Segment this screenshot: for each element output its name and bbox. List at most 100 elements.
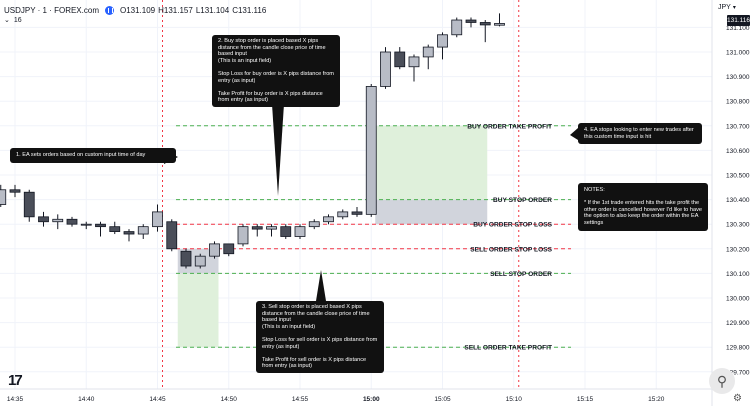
candle-body xyxy=(465,19,477,23)
y-tick-label: 130.900 xyxy=(726,74,750,81)
level-label: BUY ORDER STOP LOSS xyxy=(473,222,552,229)
candle xyxy=(38,211,49,227)
candle-body xyxy=(323,216,334,223)
candle-body xyxy=(23,191,35,218)
candle xyxy=(166,219,178,252)
candle xyxy=(95,221,106,237)
y-tick-label: 130.400 xyxy=(726,197,750,204)
y-tick-label: 129.900 xyxy=(726,320,750,327)
candle xyxy=(451,17,463,38)
y-tick-label: 130.800 xyxy=(726,99,750,106)
annotation-note3: 3. Sell stop order is placed based X pip… xyxy=(256,301,384,373)
candle xyxy=(280,224,292,239)
candle-body xyxy=(123,231,135,235)
candle-body xyxy=(308,221,320,228)
candle xyxy=(237,224,249,247)
candles xyxy=(0,13,505,269)
candle xyxy=(194,253,206,269)
x-tick-label: 15:15 xyxy=(577,396,594,403)
chevron-down-icon: ▾ xyxy=(732,5,736,11)
symbol-title[interactable]: USDJPY · 1 · FOREX.com xyxy=(4,5,99,15)
symbol-header: USDJPY · 1 · FOREX.com O131.109 H131.157… xyxy=(4,3,269,17)
sell-profit-zone xyxy=(177,273,219,348)
level-label: SELL ORDER STOP LOSS xyxy=(470,246,552,253)
candle-body xyxy=(394,51,406,68)
candle xyxy=(66,216,78,227)
annotation-note1: 1. EA sets orders based on custom input … xyxy=(10,148,176,163)
candle xyxy=(479,20,491,43)
candle xyxy=(394,47,406,70)
candle-body xyxy=(479,22,491,26)
y-tick-label: 130.100 xyxy=(726,271,750,278)
candle-body xyxy=(66,218,78,225)
candle xyxy=(123,229,135,242)
currency-label: JPY xyxy=(718,4,731,11)
zoom-icon[interactable]: ⚲ xyxy=(709,368,735,394)
y-tick-label: 130.000 xyxy=(726,296,750,303)
y-tick-label: 131.000 xyxy=(726,50,750,57)
x-tick-label: 14:35 xyxy=(7,396,24,403)
candle xyxy=(80,221,92,230)
candle-body xyxy=(209,243,220,257)
gear-icon[interactable]: ⚙ xyxy=(733,393,742,404)
annotation-notes: NOTES: * If the 1st trade entered hits t… xyxy=(578,183,708,231)
level-label: SELL STOP ORDER xyxy=(490,271,552,278)
y-tick-label: 130.200 xyxy=(726,246,750,253)
candle-body xyxy=(437,34,448,48)
level-label: BUY STOP ORDER xyxy=(493,197,552,204)
candle-body xyxy=(137,226,149,235)
note3-pointer xyxy=(316,270,326,301)
annotation-note2: 2. Buy stop order is placed based X pips… xyxy=(212,35,340,107)
candle-body xyxy=(380,51,391,87)
candle xyxy=(0,184,7,207)
candle-body xyxy=(251,226,263,230)
candle-body xyxy=(280,226,292,237)
candle-body xyxy=(351,211,363,215)
candle xyxy=(465,17,477,28)
candle xyxy=(266,224,277,237)
x-tick-label: 15:05 xyxy=(434,396,451,403)
tradingview-logo-icon[interactable]: 17 xyxy=(8,372,23,389)
indicator-toggle[interactable]: ⌄ 16 xyxy=(4,16,22,25)
x-tick-label: 14:55 xyxy=(292,396,309,403)
candle xyxy=(223,243,235,257)
candle xyxy=(422,44,434,70)
ohlc-low: L131.104 xyxy=(195,5,230,15)
candle-body xyxy=(180,250,192,267)
x-tick-label: 15:00 xyxy=(363,396,380,403)
last-price-badge: 131.116 xyxy=(727,15,750,26)
ohlc-high: H131.157 xyxy=(158,5,193,15)
y-axis-ticks: 129.700 129.800 129.900 130.000 130.100 130.2… xyxy=(726,25,750,376)
pause-icon[interactable] xyxy=(104,5,114,15)
candle xyxy=(437,32,448,60)
candle-body xyxy=(266,226,277,230)
candle-body xyxy=(152,211,163,228)
x-tick-label: 14:40 xyxy=(78,396,95,403)
candle-body xyxy=(0,189,7,205)
candle xyxy=(494,13,505,27)
y-tick-label: 130.300 xyxy=(726,222,750,229)
annotation-note4: 4. EA stops looking to enter new trades … xyxy=(578,123,702,145)
x-tick-label: 14:50 xyxy=(221,396,238,403)
candle xyxy=(152,204,163,232)
candle-body xyxy=(38,216,49,223)
candle xyxy=(251,224,263,237)
currency-selector[interactable]: JPY ▾ xyxy=(718,4,736,11)
candle xyxy=(137,224,149,239)
candle-body xyxy=(194,255,206,267)
candle xyxy=(323,214,334,225)
note4-pointer xyxy=(570,128,578,140)
candle-body xyxy=(365,86,377,215)
chevron-down-icon: ⌄ xyxy=(4,17,10,24)
candle xyxy=(9,184,21,198)
indicator-count: 16 xyxy=(13,16,22,24)
candle-body xyxy=(80,223,92,226)
position-zones xyxy=(177,125,488,348)
candle-body xyxy=(166,221,178,250)
candle xyxy=(294,224,306,239)
candle-body xyxy=(109,226,121,232)
candle-body xyxy=(95,223,106,228)
y-tick-label: 130.700 xyxy=(726,123,750,130)
buy-loss-zone xyxy=(375,199,488,225)
